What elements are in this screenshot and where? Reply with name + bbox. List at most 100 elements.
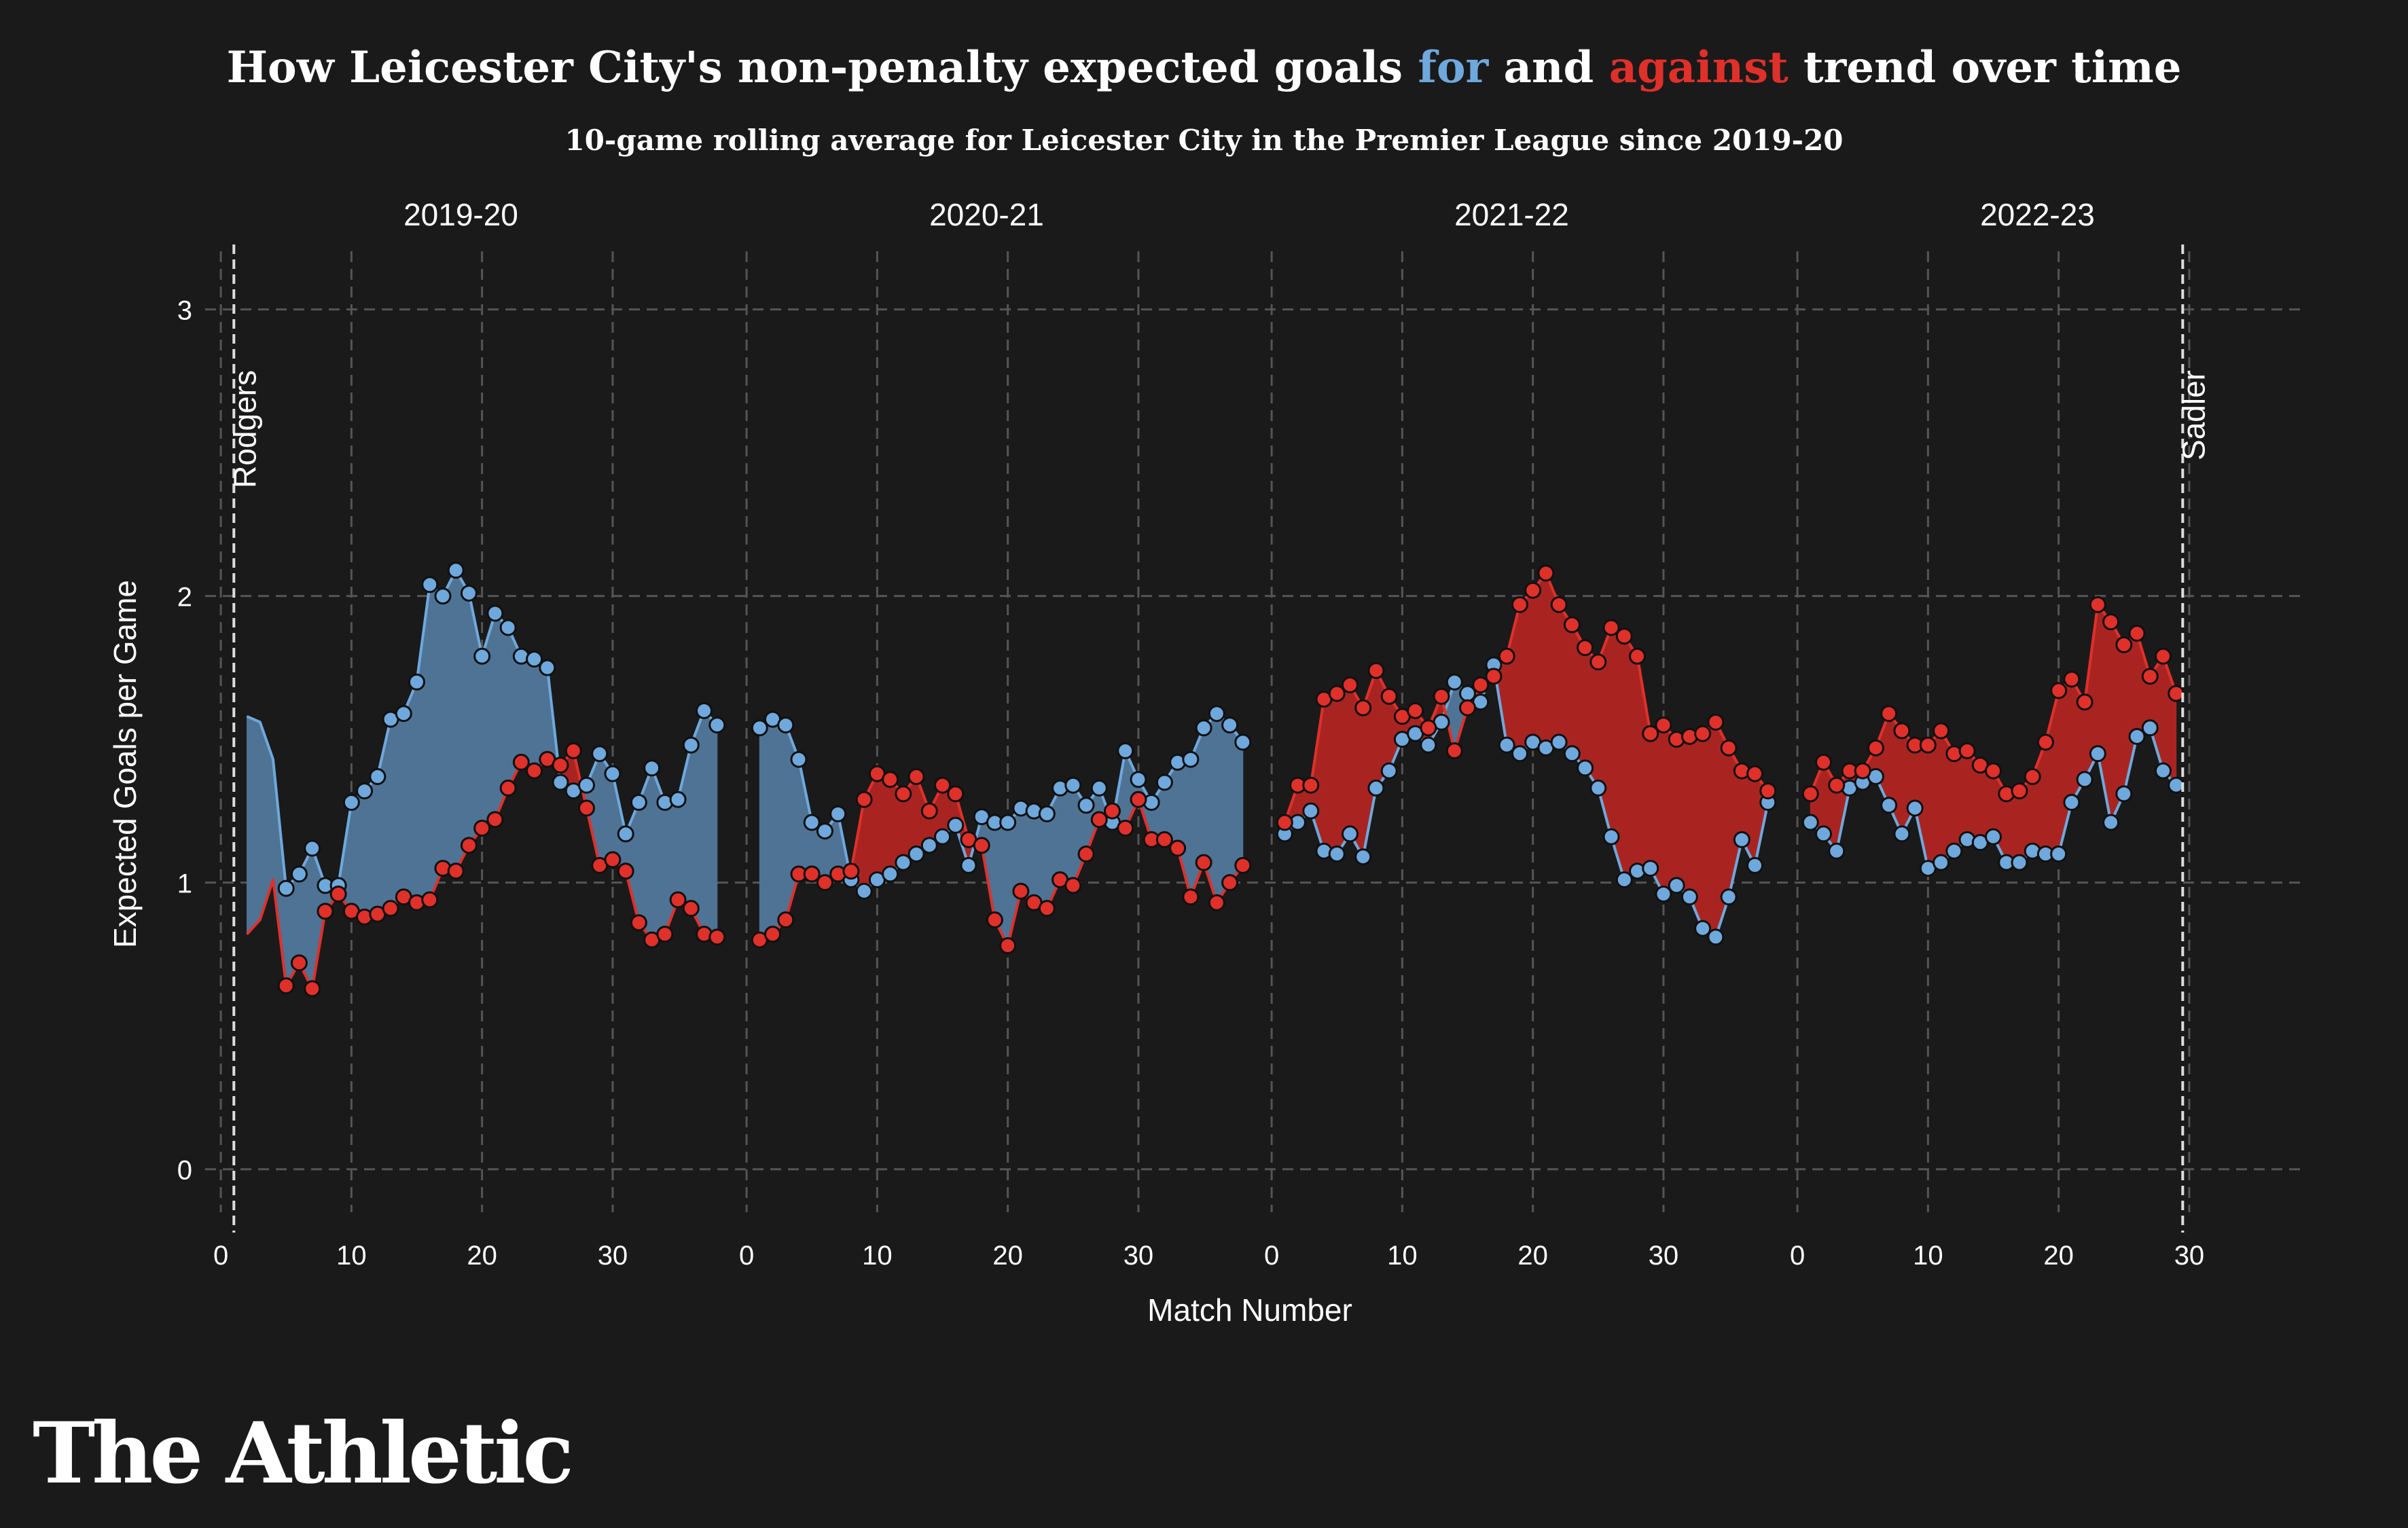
xg-against-point: [1815, 753, 1833, 771]
x-tick-label: 0: [1264, 1241, 1279, 1271]
x-tick-label: 30: [598, 1241, 628, 1271]
xg-against-point: [1234, 856, 1252, 874]
xg-against-point: [473, 819, 491, 837]
xg-for-point: [1746, 856, 1764, 874]
xg-against-point: [277, 977, 295, 995]
xg-for-point: [1985, 828, 2002, 845]
xg-against-point: [1958, 742, 1976, 760]
xg-against-point: [1407, 702, 1424, 719]
xg-for-point: [1642, 860, 1659, 877]
xg-against-point: [2154, 647, 2172, 665]
xg-against-point: [1867, 739, 1884, 757]
xg-for-point: [1815, 825, 1833, 843]
xg-against-point: [2102, 613, 2120, 631]
xg-for-point: [1077, 797, 1095, 814]
xg-against-point: [1615, 627, 1633, 645]
fill-for-segment: [704, 710, 718, 938]
xg-against-point: [460, 837, 478, 854]
xg-against-point: [1077, 845, 1095, 862]
xg-for-point: [1208, 705, 1225, 723]
xg-for-point: [2115, 785, 2133, 803]
xg-for-point: [803, 814, 821, 831]
xg-against-point: [1759, 782, 1777, 800]
xg-for-point: [1155, 774, 1173, 791]
xg-against-point: [1169, 839, 1187, 857]
xg-against-point: [564, 742, 582, 760]
xg-against-point: [1880, 705, 1898, 723]
xg-against-point: [1628, 647, 1646, 665]
xg-for-point: [1328, 845, 1346, 862]
season-panel-2022-23: 2022-23 0 10 20 30 Sadler: [1790, 197, 2211, 1271]
x-tick-label: 30: [2174, 1241, 2205, 1271]
xg-for-point: [617, 825, 634, 843]
fill-for-segment: [429, 583, 444, 901]
y-tick-label: 0: [177, 1156, 192, 1186]
xg-for-point: [777, 716, 795, 734]
xg-against-point: [2141, 668, 2159, 685]
y-tick-label: 2: [177, 583, 192, 613]
xg-against-point: [1577, 639, 1594, 657]
y-tick-label: 1: [177, 869, 192, 899]
xg-for-point: [277, 879, 295, 897]
xg-against-point: [1182, 888, 1200, 906]
xg-for-point: [1195, 719, 1212, 737]
x-tick-label: 0: [213, 1241, 228, 1271]
xg-for-point: [526, 651, 543, 668]
xg-against-point: [317, 903, 334, 920]
xg-against-point: [1038, 900, 1056, 917]
xg-for-point: [356, 782, 374, 800]
chart-title: How Leicester City's non-penalty expecte…: [0, 42, 2408, 93]
xg-against-point: [973, 837, 990, 854]
season-label: 2021-22: [1454, 197, 1569, 232]
xg-against-point: [1893, 722, 1911, 740]
xg-for-point: [1694, 920, 1712, 937]
xg-against-point: [855, 790, 873, 808]
xg-against-point: [1694, 725, 1712, 742]
xg-against-point: [1195, 854, 1212, 871]
xg-against-point: [329, 886, 347, 903]
xg-against-point: [1445, 742, 1463, 760]
xg-against-point: [895, 785, 912, 803]
xg-for-point: [2102, 814, 2120, 831]
xg-against-point: [2050, 682, 2068, 699]
xg-for-point: [1681, 888, 1698, 906]
xg-against-point: [1459, 699, 1477, 716]
manager-label: Sadler: [2176, 370, 2211, 460]
xg-against-point: [1550, 596, 1568, 613]
xg-against-point: [2036, 733, 2054, 751]
xg-against-point: [1985, 762, 2002, 780]
xg-for-point: [1380, 762, 1398, 780]
xg-for-point: [1720, 888, 1738, 906]
xg-for-point: [2128, 727, 2146, 745]
xg-for-point: [460, 584, 478, 602]
xg-for-point: [1498, 736, 1515, 754]
xg-against-point: [1828, 776, 1846, 794]
xg-against-point: [512, 753, 530, 771]
xg-against-point: [1707, 713, 1725, 731]
fill-against-segment: [1532, 572, 1547, 749]
xg-for-point: [1302, 802, 1320, 820]
xg-for-point: [290, 865, 308, 883]
xg-for-point: [696, 702, 713, 719]
fill-for-segment: [759, 718, 773, 941]
title-for-word: for: [1418, 42, 1489, 93]
xg-against-point: [816, 874, 833, 892]
xg-for-point: [960, 856, 977, 874]
fill-for-segment: [442, 570, 456, 872]
xg-for-point: [2154, 762, 2172, 780]
fill-against-segment: [1663, 724, 1677, 895]
xg-for-point: [1880, 797, 1898, 814]
xg-against-point: [1354, 699, 1372, 716]
xg-against-point: [1012, 882, 1030, 900]
fill-for-segment: [455, 568, 469, 872]
title-against-word: against: [1609, 42, 1789, 93]
xg-for-point: [342, 794, 360, 812]
xg-for-point: [947, 816, 965, 834]
xg-against-point: [1380, 687, 1398, 705]
the-athletic-logo: The Athletic: [33, 1404, 574, 1503]
xg-against-point: [1854, 762, 1871, 780]
xg-against-point: [934, 776, 952, 794]
xg-for-point: [2089, 745, 2106, 763]
xg-against-point: [604, 851, 622, 869]
